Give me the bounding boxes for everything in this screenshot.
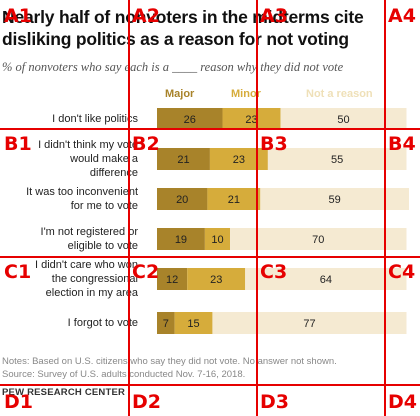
- data-label: 19: [175, 234, 187, 246]
- grid-cell-label: A1: [4, 6, 32, 26]
- data-label: 70: [312, 234, 324, 246]
- grid-vertical-line: [256, 0, 258, 416]
- data-label: 59: [329, 194, 341, 206]
- data-label: 12: [166, 274, 178, 286]
- data-label: 21: [228, 194, 240, 206]
- grid-vertical-line: [128, 0, 130, 416]
- grid-cell-label: A3: [260, 6, 288, 26]
- grid-cell-label: A2: [132, 6, 160, 26]
- data-label: 26: [184, 114, 196, 126]
- grid-horizontal-line: [0, 128, 420, 130]
- grid-horizontal-line: [0, 256, 420, 258]
- grid-cell-label: C4: [388, 262, 415, 282]
- grid-cell-label: C1: [4, 262, 31, 282]
- data-label: 64: [320, 274, 332, 286]
- data-label: 10: [211, 234, 223, 246]
- grid-cell-label: A4: [388, 6, 416, 26]
- data-label: 15: [187, 318, 199, 330]
- data-label: 50: [337, 114, 349, 126]
- grid-vertical-line: [384, 0, 386, 416]
- grid-cell-label: D4: [388, 392, 417, 412]
- grid-cell-label: C3: [260, 262, 287, 282]
- data-label: 23: [210, 274, 222, 286]
- notes-text: Notes: Based on U.S. citizens who say th…: [2, 355, 417, 368]
- data-label: 20: [176, 194, 188, 206]
- chart-notes: Notes: Based on U.S. citizens who say th…: [2, 355, 417, 381]
- grid-cell-label: B1: [4, 134, 32, 154]
- data-label: 55: [331, 154, 343, 166]
- grid-cell-label: C2: [132, 262, 159, 282]
- grid-cell-label: B2: [132, 134, 160, 154]
- data-label: 7: [163, 318, 169, 330]
- data-label: 23: [233, 154, 245, 166]
- grid-cell-label: D3: [260, 392, 289, 412]
- grid-cell-label: B3: [260, 134, 288, 154]
- grid-cell-label: D1: [4, 392, 33, 412]
- grid-horizontal-line: [0, 384, 420, 386]
- source-text: Source: Survey of U.S. adults conducted …: [2, 368, 417, 381]
- grid-cell-label: B4: [388, 134, 416, 154]
- data-label: 77: [303, 318, 315, 330]
- grid-cell-label: D2: [132, 392, 161, 412]
- data-label: 21: [177, 154, 189, 166]
